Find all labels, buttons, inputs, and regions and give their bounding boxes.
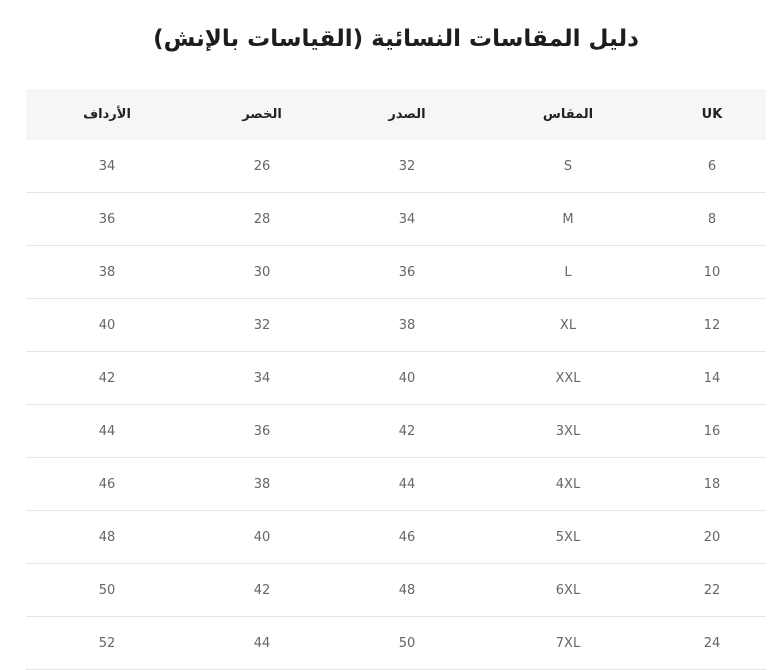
cell-size: XXL	[478, 351, 658, 405]
page-title: دليل المقاسات النسائية (القياسات بالإنش)	[153, 26, 639, 52]
cell-waist: 38	[188, 457, 336, 511]
table-row: 10 L 36 30 38	[26, 245, 766, 299]
cell-hips: 46	[26, 457, 188, 511]
cell-uk: 16	[658, 404, 766, 458]
cell-bust: 50	[336, 616, 478, 670]
cell-waist: 42	[188, 563, 336, 617]
table-row: 8 M 34 28 36	[26, 192, 766, 246]
cell-hips: 34	[26, 140, 188, 193]
cell-uk: 12	[658, 298, 766, 352]
cell-uk: 22	[658, 563, 766, 617]
table-row: 20 5XL 46 40 48	[26, 510, 766, 564]
cell-uk: 20	[658, 510, 766, 564]
cell-uk: 6	[658, 140, 766, 193]
cell-bust: 40	[336, 351, 478, 405]
header-hips: الأرداف	[26, 89, 188, 140]
cell-uk: 24	[658, 616, 766, 670]
cell-hips: 36	[26, 192, 188, 246]
cell-bust: 42	[336, 404, 478, 458]
table-row: 12 XL 38 32 40	[26, 298, 766, 352]
cell-size: M	[478, 192, 658, 246]
size-chart-table: UK المقاس الصدر الخصر الأرداف 6 S 32 26 34 8 M…	[26, 89, 766, 670]
cell-size: 7XL	[478, 616, 658, 670]
cell-waist: 36	[188, 404, 336, 458]
cell-bust: 32	[336, 140, 478, 193]
cell-uk: 8	[658, 192, 766, 246]
cell-bust: 38	[336, 298, 478, 352]
cell-bust: 36	[336, 245, 478, 299]
table-row: 6 S 32 26 34	[26, 140, 766, 193]
cell-uk: 10	[658, 245, 766, 299]
header-row: UK المقاس الصدر الخصر الأرداف	[26, 89, 766, 140]
cell-uk: 14	[658, 351, 766, 405]
table-row: 16 3XL 42 36 44	[26, 404, 766, 458]
cell-hips: 38	[26, 245, 188, 299]
cell-waist: 26	[188, 140, 336, 193]
header-uk: UK	[658, 89, 766, 140]
table-row: 14 XXL 40 34 42	[26, 351, 766, 405]
header-size: المقاس	[478, 89, 658, 140]
cell-waist: 30	[188, 245, 336, 299]
cell-uk: 18	[658, 457, 766, 511]
header-waist: الخصر	[188, 89, 336, 140]
cell-size: 3XL	[478, 404, 658, 458]
cell-hips: 48	[26, 510, 188, 564]
cell-waist: 44	[188, 616, 336, 670]
cell-size: XL	[478, 298, 658, 352]
table-row: 22 6XL 48 42 50	[26, 563, 766, 617]
cell-size: 5XL	[478, 510, 658, 564]
cell-size: 4XL	[478, 457, 658, 511]
cell-size: S	[478, 140, 658, 193]
header-bust: الصدر	[336, 89, 478, 140]
cell-bust: 46	[336, 510, 478, 564]
cell-bust: 48	[336, 563, 478, 617]
cell-waist: 34	[188, 351, 336, 405]
cell-hips: 50	[26, 563, 188, 617]
cell-hips: 42	[26, 351, 188, 405]
cell-size: 6XL	[478, 563, 658, 617]
table-row: 24 7XL 50 44 52	[26, 616, 766, 670]
cell-bust: 44	[336, 457, 478, 511]
cell-hips: 52	[26, 616, 188, 670]
cell-waist: 32	[188, 298, 336, 352]
cell-hips: 40	[26, 298, 188, 352]
cell-bust: 34	[336, 192, 478, 246]
cell-size: L	[478, 245, 658, 299]
cell-waist: 40	[188, 510, 336, 564]
cell-waist: 28	[188, 192, 336, 246]
table-row: 18 4XL 44 38 46	[26, 457, 766, 511]
cell-hips: 44	[26, 404, 188, 458]
